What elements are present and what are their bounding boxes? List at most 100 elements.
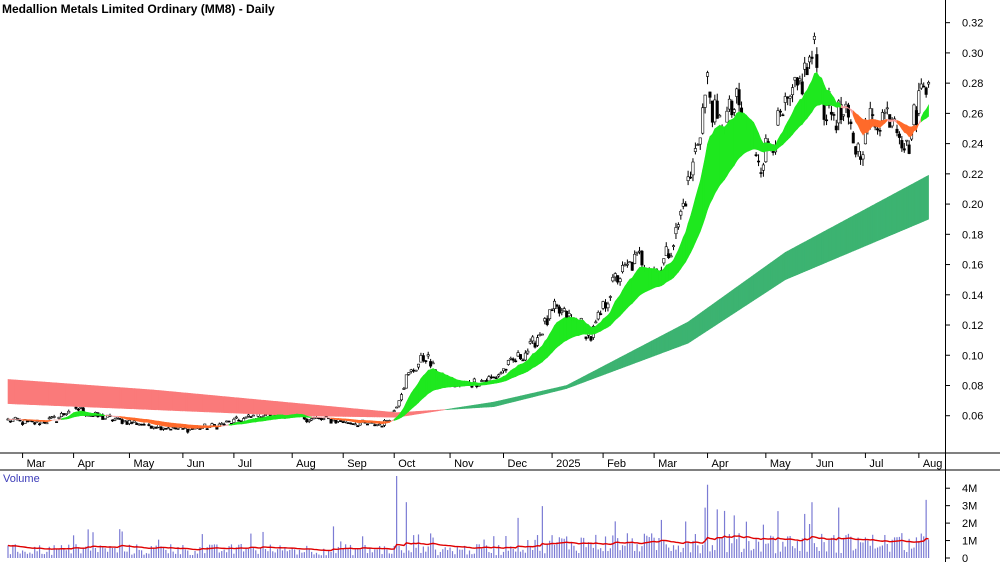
short-band-segment <box>274 414 278 420</box>
candle-body <box>543 318 547 322</box>
short-band-segment <box>869 118 874 130</box>
long-band-segment <box>469 405 473 409</box>
long-band-segment <box>741 281 745 309</box>
short-band-segment <box>31 419 36 422</box>
long-band-segment <box>104 386 108 409</box>
long-band-segment <box>478 403 482 408</box>
candle-body <box>844 103 848 107</box>
candle-body <box>8 420 12 423</box>
candle-body <box>562 308 566 312</box>
long-band-segment <box>274 401 278 416</box>
candle-body <box>429 361 433 367</box>
long-band-segment <box>41 381 45 406</box>
short-band-segment <box>466 380 470 387</box>
long-band-segment <box>855 212 859 251</box>
candle-body <box>135 423 139 425</box>
long-band-segment <box>102 385 106 408</box>
candle-body <box>176 428 180 430</box>
candle-body <box>540 333 544 336</box>
short-band-segment <box>44 420 48 423</box>
short-band-segment <box>474 381 478 386</box>
long-band-segment <box>338 406 342 417</box>
candle-body <box>59 413 63 418</box>
long-band-segment <box>644 343 648 360</box>
short-band-segment <box>379 421 383 425</box>
short-band-segment <box>568 316 572 340</box>
volume-panel <box>7 476 930 558</box>
candle-body <box>212 424 216 426</box>
candle-body <box>322 418 326 420</box>
candle-body <box>227 420 231 423</box>
long-band-segment <box>376 410 380 418</box>
short-band-segment <box>245 419 249 424</box>
short-band-segment <box>87 412 91 416</box>
long-band-segment <box>374 410 378 418</box>
long-band-segment <box>510 397 514 403</box>
short-band-segment <box>852 110 857 123</box>
long-band-segment <box>372 410 376 418</box>
long-band-segment <box>512 396 516 403</box>
candle-body <box>120 419 124 424</box>
long-band-segment <box>464 405 468 409</box>
short-band-segment <box>903 123 908 135</box>
candle-body <box>414 369 418 372</box>
short-band-segment <box>687 216 691 259</box>
candle-body <box>885 107 889 110</box>
long-band-segment <box>117 387 121 409</box>
short-band-segment <box>117 415 121 418</box>
candle-body <box>356 425 360 428</box>
price-tick-label: 0.14 <box>962 290 983 302</box>
short-band-segment <box>75 411 79 417</box>
candle-body <box>691 161 695 176</box>
long-band-segment <box>56 382 60 407</box>
candle-body <box>339 420 343 422</box>
short-band-segment <box>913 125 917 132</box>
short-band-segment <box>770 143 774 152</box>
candle-body <box>47 417 51 420</box>
candle-body <box>358 422 362 426</box>
short-band-segment <box>884 118 888 124</box>
candle-body <box>531 336 535 342</box>
long-band-segment <box>699 310 703 336</box>
short-band-segment <box>534 349 538 368</box>
short-band-segment <box>566 316 570 341</box>
long-band-segment <box>707 305 711 332</box>
candle-body <box>251 414 255 417</box>
short-band-segment <box>874 119 878 128</box>
short-band-segment <box>634 269 638 302</box>
short-band-segment <box>685 223 689 262</box>
long-band-segment <box>350 408 354 417</box>
long-band-segment <box>750 274 754 303</box>
short-band-segment <box>610 306 614 327</box>
short-band-segment <box>695 189 699 243</box>
long-band-segment <box>34 381 38 406</box>
short-band-segment <box>355 419 359 423</box>
short-band-segment <box>661 268 665 287</box>
candle-body <box>76 408 80 411</box>
long-band-segment <box>134 388 138 410</box>
long-band-segment <box>595 368 599 379</box>
candle-body <box>154 427 158 429</box>
long-band-segment <box>345 407 349 417</box>
short-band-segment <box>850 108 854 116</box>
long-band-segment <box>352 408 356 417</box>
long-band-segment <box>631 349 635 365</box>
long-band-segment <box>814 234 818 268</box>
candle-body <box>924 87 928 95</box>
short-band-segment <box>612 301 616 324</box>
short-band-segment <box>920 112 925 123</box>
candle-body <box>553 300 557 309</box>
long-band-segment <box>838 221 842 258</box>
long-band-segment <box>437 409 441 412</box>
long-band-segment <box>738 283 742 311</box>
long-band-segment <box>899 189 903 232</box>
long-band-segment <box>702 309 706 335</box>
candle-body <box>523 352 527 361</box>
short-band-segment <box>454 378 458 387</box>
long-band-segment <box>775 257 779 287</box>
long-band-segment <box>114 386 118 409</box>
candle-body <box>829 111 833 115</box>
short-band-segment <box>712 128 716 200</box>
candle-body <box>127 420 131 425</box>
long-band-segment <box>432 409 436 412</box>
